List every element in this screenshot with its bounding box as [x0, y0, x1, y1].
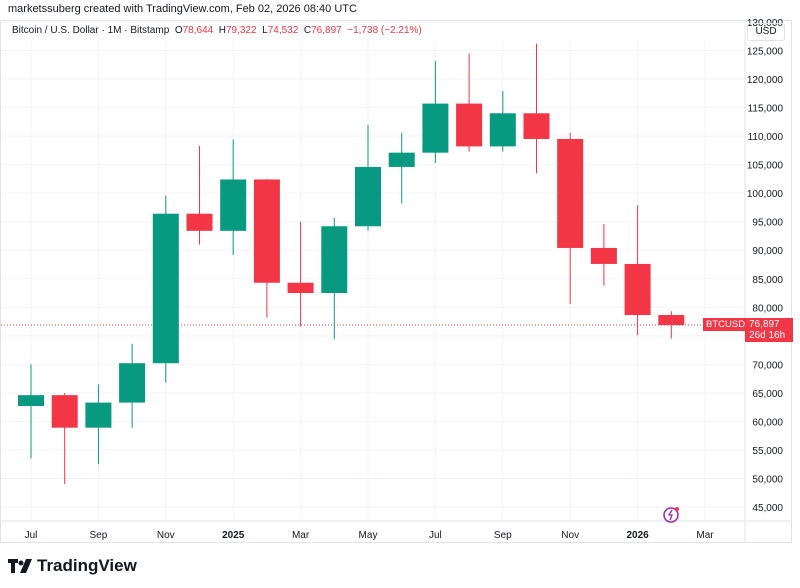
candle-body — [590, 247, 617, 264]
x-tick-label: Sep — [90, 530, 108, 541]
y-tick-label: 95,000 — [752, 218, 783, 229]
candle-body — [624, 263, 651, 316]
open-label: O — [174, 25, 183, 36]
bar-countdown: 26d 16h — [749, 329, 786, 341]
candle-body — [85, 402, 112, 428]
candle-body — [557, 138, 584, 248]
candle[interactable] — [51, 392, 78, 485]
candle-body — [321, 226, 348, 294]
candle-body — [456, 103, 483, 147]
high-label: H — [218, 25, 226, 36]
x-tick-label: May — [359, 530, 378, 541]
last-price-label: 76,897 26d 16h — [745, 317, 793, 342]
candle-body — [186, 213, 213, 231]
low-label: L — [262, 25, 268, 36]
candle[interactable] — [456, 53, 483, 152]
candle[interactable] — [557, 132, 584, 304]
candle-body — [422, 103, 449, 153]
y-tick-label: 60,000 — [752, 417, 783, 428]
currency-button[interactable]: USD — [747, 23, 785, 41]
candle-body — [18, 395, 44, 407]
y-tick-label: 115,000 — [748, 104, 784, 115]
candle-body — [658, 315, 685, 325]
candle[interactable] — [355, 124, 381, 231]
candle-body — [51, 395, 78, 428]
y-tick-label: 80,000 — [752, 303, 783, 314]
y-tick-label: 50,000 — [752, 474, 783, 485]
y-tick-label: 70,000 — [752, 360, 783, 371]
symbol-label[interactable]: Bitcoin / U.S. Dollar · 1M · Bitstamp — [12, 25, 170, 36]
tradingview-logo-icon — [8, 559, 32, 573]
y-tick-label: 100,000 — [747, 189, 784, 200]
change-value: −1,738 (−2.21%) — [347, 25, 422, 36]
spark-icon[interactable] — [663, 507, 679, 523]
y-tick-label: 85,000 — [752, 275, 783, 286]
x-tick-label: Jul — [429, 530, 442, 541]
candle-body — [355, 166, 381, 227]
brand-name: TradingView — [37, 556, 137, 575]
low-value: 74,532 — [267, 25, 299, 36]
candle-body — [152, 213, 179, 364]
symbol-price-tag: BTCUSD — [703, 317, 749, 331]
high-value: 79,322 — [226, 25, 257, 36]
candle[interactable] — [624, 205, 651, 336]
x-tick-label: Mar — [292, 530, 310, 541]
candle-body — [388, 152, 415, 167]
tradingview-logo[interactable]: TradingView — [8, 556, 137, 576]
x-tick-label: Nov — [157, 530, 175, 541]
candle[interactable] — [287, 221, 314, 327]
candle-body — [523, 113, 550, 139]
open-value: 78,644 — [182, 25, 214, 36]
chart-frame — [0, 20, 792, 543]
candle-body — [489, 113, 516, 147]
close-value: 76,897 — [311, 25, 342, 36]
candle[interactable] — [388, 132, 415, 204]
y-tick-label: 120,000 — [747, 75, 784, 86]
candle[interactable] — [85, 384, 112, 465]
candle-body — [287, 282, 314, 294]
candle[interactable] — [186, 145, 213, 245]
y-tick-label: 125,000 — [747, 47, 784, 58]
ohlc-legend: Bitcoin / U.S. Dollar · 1M · Bitstamp O7… — [12, 25, 422, 36]
candle[interactable] — [590, 223, 617, 286]
candle-body — [119, 363, 146, 403]
candle[interactable] — [152, 195, 179, 383]
candle[interactable] — [220, 139, 247, 255]
candle[interactable] — [119, 343, 146, 428]
y-tick-label: 45,000 — [752, 503, 783, 514]
candle[interactable] — [658, 311, 685, 339]
x-tick-label: 2026 — [626, 530, 649, 541]
x-tick-label: Nov — [561, 530, 579, 541]
candle[interactable] — [253, 178, 280, 318]
close-label: C — [303, 25, 312, 36]
x-tick-label: Mar — [696, 530, 714, 541]
candle[interactable] — [18, 364, 44, 459]
candle[interactable] — [489, 91, 516, 152]
candle[interactable] — [422, 60, 449, 163]
y-tick-label: 90,000 — [752, 246, 783, 257]
candle-body — [253, 179, 280, 283]
chart-credit: marketssuberg created with TradingView.c… — [8, 3, 357, 15]
last-price: 76,897 — [749, 318, 780, 330]
y-tick-label: 105,000 — [747, 161, 784, 172]
candle[interactable] — [321, 217, 348, 340]
candle-body — [220, 179, 247, 231]
x-tick-label: Sep — [494, 530, 512, 541]
y-tick-label: 110,000 — [748, 132, 784, 143]
candle[interactable] — [523, 43, 550, 174]
y-tick-label: 55,000 — [752, 446, 783, 457]
y-tick-label: 65,000 — [752, 389, 783, 400]
x-tick-label: 2025 — [222, 530, 245, 541]
x-tick-label: Jul — [25, 530, 38, 541]
